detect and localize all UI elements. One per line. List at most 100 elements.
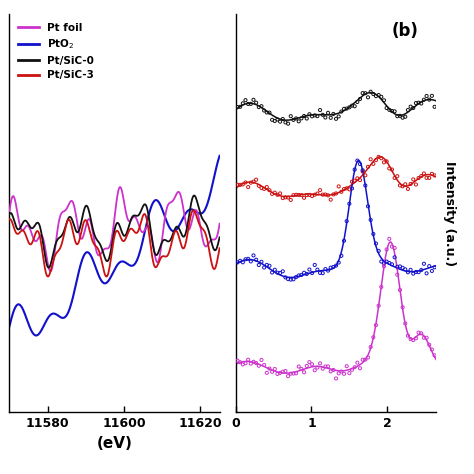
Point [306,110,313,118]
Point [242,255,249,263]
Point [418,100,425,107]
Point [348,185,356,192]
Point [268,269,276,276]
Point [321,265,329,273]
Point [346,185,353,193]
Point [415,268,422,276]
Point [364,202,372,210]
Point [311,191,319,199]
Point [252,256,260,264]
Point [237,103,244,110]
Point [279,115,287,123]
Point [412,181,419,188]
Point [431,264,438,271]
Point [295,118,302,125]
Point [431,352,438,359]
Point [303,191,310,199]
Point [420,260,428,267]
Point [383,104,391,112]
Point [346,103,353,111]
Point [329,263,337,271]
Y-axis label: Intensity (a.u.): Intensity (a.u.) [443,161,456,266]
Point [351,166,358,173]
Point [367,216,374,224]
Point [282,193,289,201]
Point [303,115,310,122]
Point [258,258,265,265]
Point [332,190,340,197]
Point [324,363,332,370]
Point [287,112,294,120]
Point [383,157,391,165]
Point [292,191,300,199]
Point [298,191,305,199]
Point [364,163,372,171]
Point [306,266,313,273]
Point [367,155,374,163]
Point [370,160,377,168]
Point [393,263,401,271]
Point [242,359,249,367]
Point [351,177,358,184]
Point [260,107,268,114]
Point [407,266,414,273]
Point [351,102,358,110]
Point [271,189,279,196]
Point [380,259,388,267]
Point [372,321,380,329]
Point [370,90,377,98]
Point [401,319,409,327]
Point [287,370,294,377]
Point [391,108,399,115]
Point [383,246,391,253]
Point [321,363,329,370]
Point [375,247,383,255]
Point [391,254,399,261]
Point [284,120,292,128]
Point [412,99,419,107]
Point [321,114,329,121]
Point [410,175,417,183]
Point [314,364,321,371]
Point [404,268,412,276]
Point [255,182,263,190]
Point [301,368,308,376]
Point [282,367,289,375]
Point [319,191,327,199]
Point [303,362,310,370]
Point [273,191,281,199]
Point [420,96,428,103]
Point [263,183,271,191]
Point [354,98,361,106]
Point [396,263,404,270]
Point [329,191,337,198]
Point [314,190,321,197]
Point [340,185,348,193]
Point [250,358,257,365]
Point [370,334,377,341]
Point [268,116,276,124]
Point [276,369,284,377]
Point [295,191,302,199]
Point [298,115,305,122]
Point [428,92,436,100]
Point [239,181,246,188]
Point [404,185,412,193]
Point [247,100,255,108]
Point [388,107,396,115]
Point [337,368,345,375]
Point [348,102,356,109]
Point [279,267,287,275]
Point [290,370,297,377]
Point [399,182,406,190]
Point [335,113,343,120]
Point [340,237,348,245]
Point [319,365,327,373]
X-axis label: (eV): (eV) [97,436,132,451]
Point [404,106,412,114]
Point [410,104,417,112]
Point [260,185,268,193]
Point [354,174,361,182]
Point [412,268,419,276]
Point [428,170,436,178]
